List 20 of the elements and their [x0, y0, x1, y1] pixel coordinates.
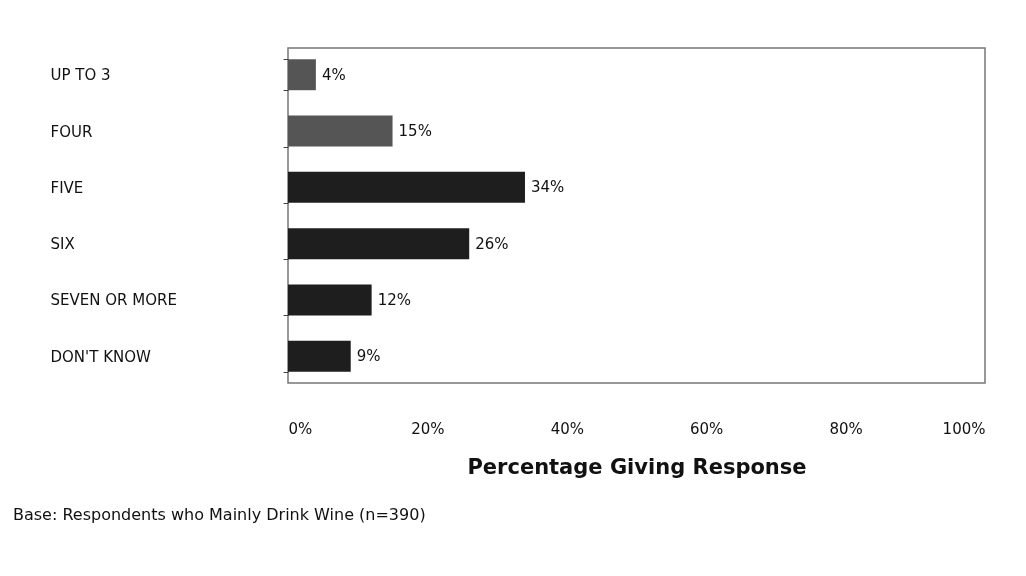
- y-tick-label: FIVE: [50, 178, 84, 197]
- y-tick-label: DON'T KNOW: [50, 347, 151, 366]
- text: Base: Respondents who Mainly Drink Wine (n=390): [13, 505, 426, 524]
- y-tick-label: SEVEN OR MORE: [50, 291, 177, 310]
- data-label: 26%: [475, 234, 509, 253]
- data-label: 9%: [356, 347, 381, 366]
- data-label: 34%: [530, 178, 565, 197]
- x-axis-title: Percentage Giving Response: [467, 454, 807, 479]
- data-label: 15%: [398, 122, 432, 141]
- x-tick-label: 40%: [550, 419, 584, 438]
- x-tick-label: 100%: [942, 419, 986, 438]
- y-tick-label: UP TO 3: [50, 66, 111, 85]
- x-tick-label: 0%: [288, 419, 313, 438]
- data-label: 4%: [321, 65, 346, 84]
- y-tick-label: SIX: [50, 235, 75, 254]
- data-label: 12%: [377, 290, 411, 309]
- x-tick-label: 20%: [411, 419, 445, 438]
- x-tick-label: 80%: [829, 419, 863, 438]
- x-tick-label: 60%: [690, 419, 724, 438]
- y-tick-label: FOUR: [50, 122, 93, 141]
